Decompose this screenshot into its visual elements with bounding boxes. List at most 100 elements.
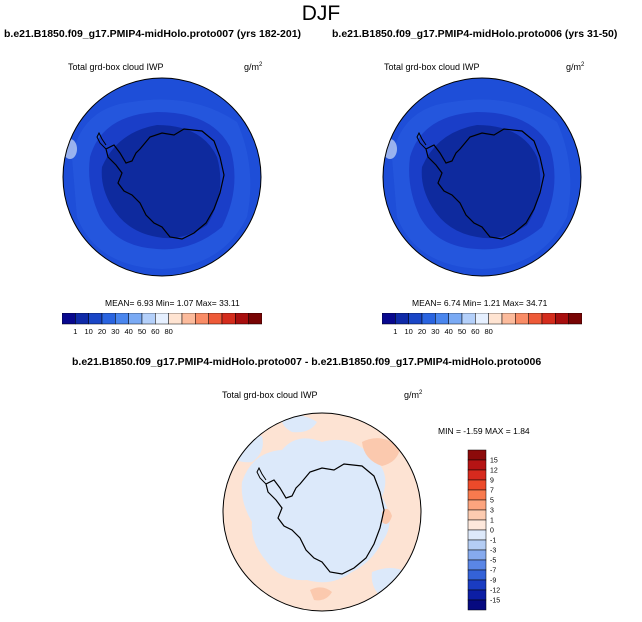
colorbar-tick-label: 0 [490,528,494,535]
colorbar-tick-label: 40 [444,327,452,336]
colorbar-tick-label: 20 [418,327,426,336]
panel-2-polar-map [382,77,582,277]
core-region [421,125,541,239]
colorbar-swatch [115,313,129,325]
colorbar-tick-label: -12 [490,588,500,595]
colorbar-tick-label: -5 [490,558,496,565]
colorbar-swatch [395,313,409,325]
colorbar-tick-label: 80 [484,327,492,336]
colorbar-swatch [528,313,543,325]
core-region [101,125,221,239]
colorbar-tick-label: -1 [490,538,496,545]
colorbar-swatch [208,313,223,325]
colorbar-swatch [88,313,103,325]
negative-region [241,438,390,583]
colorbar-swatch [221,313,236,325]
colorbar-tick-labels: 1 10 20 30 40 50 60 80 [73,327,173,336]
colorbar-tick-label: 10 [84,327,92,336]
colorbar-tick-label: 3 [490,508,494,515]
diff-units: g/m2 [404,390,423,400]
colorbar-tick-label: -9 [490,578,496,585]
colorbar-swatch [467,449,487,461]
colorbar-swatch [195,313,209,325]
coastline [425,128,545,240]
colorbar-swatch [461,313,476,325]
colorbar-tick-label: 9 [490,478,494,485]
diff-polar-map [222,412,422,612]
colorbar-tick-label: 30 [111,327,119,336]
negative-patch [281,414,317,433]
colorbar-tick-label: 40 [124,327,132,336]
colorbar-swatch [467,499,487,511]
panel-2-stats: MEAN= 6.74 Min= 1.21 Max= 34.71 [412,298,548,308]
colorbar-swatch [467,579,487,591]
panel-1-stats: MEAN= 6.93 Min= 1.07 Max= 33.11 [105,298,240,308]
colorbar-swatch [168,313,183,325]
colorbar-tick-label: 50 [458,327,466,336]
colorbar-swatch [181,313,196,325]
colorbar-swatch [101,313,116,325]
colorbar-swatches [62,313,262,325]
panel-2-title: b.e21.B1850.f09_g17.PMIP4-midHolo.proto0… [332,28,618,40]
peninsula [416,131,427,150]
colorbar-tick-label: -15 [490,598,500,605]
colorbar-tick-label: 7 [490,488,494,495]
colorbar-swatch [382,313,396,325]
panel-1-title: b.e21.B1850.f09_g17.PMIP4-midHolo.proto0… [4,28,302,40]
diff-stats: MIN = -1.59 MAX = 1.84 [438,426,530,436]
colorbar-swatch [467,559,487,571]
panel-2-variable-label: Total grd-box cloud IWP [384,62,480,72]
colorbar-swatch [541,313,556,325]
coastline [265,463,385,575]
colorbar-swatch [141,313,156,325]
colorbar-tick-label: 1 [73,327,77,336]
colorbar-swatch [467,509,487,521]
colorbar-swatch [501,313,516,325]
colorbar-tick-label: 50 [138,327,146,336]
colorbar-swatch [467,599,487,611]
colorbar-swatch [448,313,463,325]
colorbar-swatch [235,313,249,325]
colorbar-swatch [408,313,423,325]
colorbar-tick-labels: 15 12 9 7 5 3 1 0 -1 -3 -5 -7 -9 -12 -15 [490,458,500,605]
panel-1-colorbar: 1 10 20 30 40 50 60 80 [62,313,262,336]
colorbar-swatch [555,313,569,325]
colorbar-swatch [467,589,487,601]
colorbar-tick-label: 15 [490,458,498,465]
diff-variable-label: Total grd-box cloud IWP [222,390,318,400]
colorbar-swatch [467,549,487,561]
colorbar-swatch [128,313,143,325]
colorbar-tick-label: 5 [490,498,494,505]
positive-patch [362,438,400,466]
colorbar-swatch [467,479,487,491]
colorbar-tick-label: 10 [404,327,412,336]
positive-patch [310,587,332,601]
season-title: DJF [301,2,341,25]
diff-colorbar: 15 12 9 7 5 3 1 0 -1 -3 -5 -7 -9 -12 -15 [467,449,500,611]
colorbar-swatch [467,569,487,581]
panel-2-units: g/m2 [566,62,585,72]
colorbar-swatch [467,469,487,481]
colorbar-tick-label: 20 [98,327,106,336]
panel-1-variable-label: Total grd-box cloud IWP [68,62,164,72]
colorbar-tick-label: 30 [431,327,439,336]
colorbar-swatch [248,313,262,325]
colorbar-swatches [467,449,487,611]
colorbar-tick-label: 12 [490,468,498,475]
peninsula [256,466,267,485]
peninsula [96,131,107,150]
colorbar-swatch [467,539,487,551]
colorbar-swatch [155,313,169,325]
colorbar-swatch [62,313,76,325]
colorbar-swatch [515,313,529,325]
colorbar-tick-label: 80 [164,327,172,336]
colorbar-swatch [467,529,487,541]
diff-title: b.e21.B1850.f09_g17.PMIP4-midHolo.proto0… [72,356,542,368]
colorbar-tick-label: -3 [490,548,496,555]
panel-2-colorbar: 1 10 20 30 40 50 60 80 [382,313,582,336]
colorbar-swatch [467,519,487,531]
colorbar-swatch [467,489,487,501]
colorbar-tick-label: 1 [393,327,397,336]
colorbar-swatch [421,313,436,325]
colorbar-swatch [475,313,489,325]
